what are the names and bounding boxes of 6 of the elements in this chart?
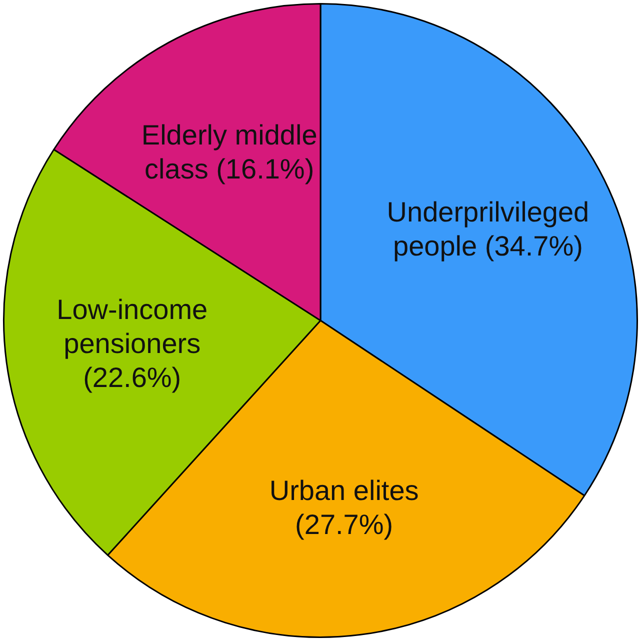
slice-label: Urban elites [269, 474, 419, 506]
slice-label: Elderly middle class (16.1%) [141, 119, 318, 184]
data-label: (22.6%) [83, 362, 182, 394]
slice-label: Low-income pensioners [56, 294, 208, 360]
slice-label: Underprilvileged people (34.7%) [386, 196, 590, 262]
data-label: (27.7%) [295, 508, 394, 540]
